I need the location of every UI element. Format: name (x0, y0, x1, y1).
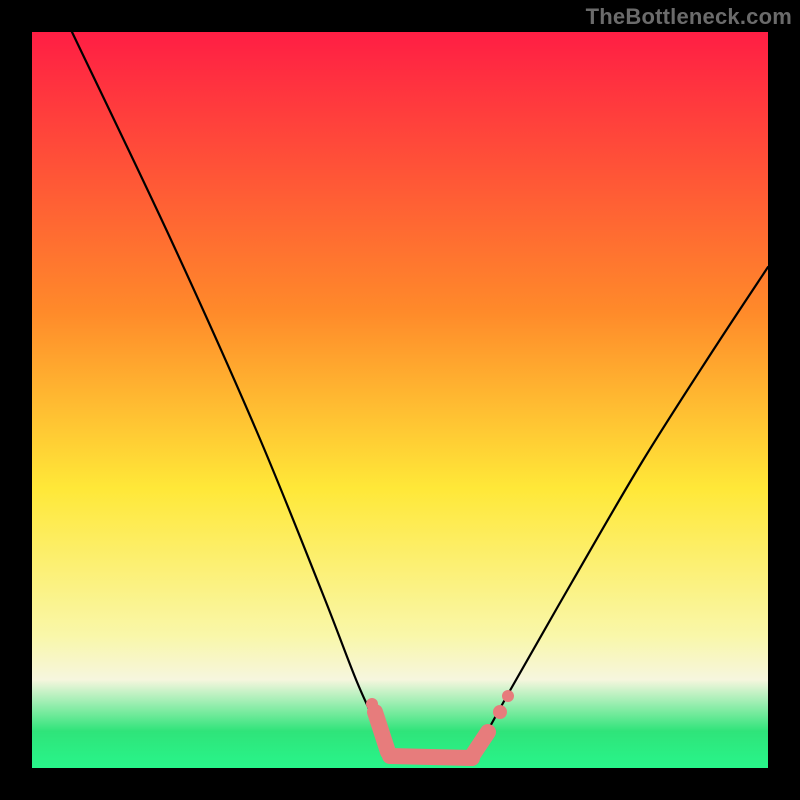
right-curve (487, 267, 768, 732)
marker-dot (366, 698, 378, 710)
curve-layer (0, 0, 800, 800)
marker-capsule (375, 712, 388, 752)
marker-dot (493, 705, 507, 719)
marker-dot (502, 690, 514, 702)
chart-frame: TheBottleneck.com (0, 0, 800, 800)
curve-group (72, 32, 768, 732)
marker-capsule (472, 732, 488, 756)
watermark-text: TheBottleneck.com (586, 4, 792, 30)
left-curve (72, 32, 380, 732)
marker-capsule (390, 756, 472, 758)
